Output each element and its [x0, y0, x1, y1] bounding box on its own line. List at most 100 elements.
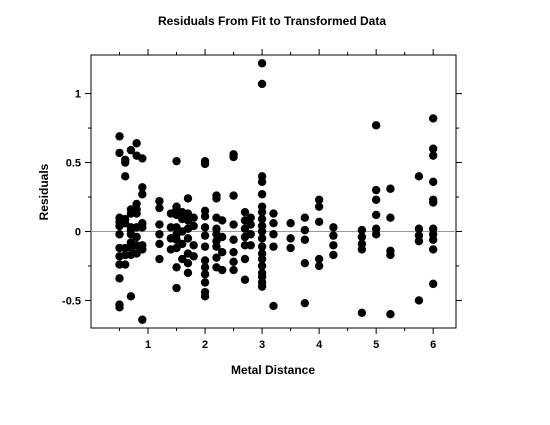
data-point: [200, 256, 210, 265]
data-point: [200, 292, 210, 301]
x-tick-label: 4: [316, 339, 323, 351]
data-point: [269, 219, 278, 228]
data-points: [115, 59, 438, 324]
chart-title: Residuals From Fit to Transformed Data: [158, 14, 386, 28]
data-point: [126, 145, 136, 155]
data-point: [257, 207, 267, 217]
data-point: [386, 310, 395, 319]
data-point: [414, 224, 424, 233]
data-point: [183, 194, 193, 203]
data-point: [155, 254, 164, 264]
data-point: [155, 230, 164, 239]
data-point: [300, 258, 310, 268]
data-point: [414, 172, 424, 181]
data-point: [200, 263, 210, 272]
data-point: [371, 210, 381, 220]
data-point: [189, 221, 198, 231]
data-point: [189, 241, 198, 250]
data-point: [428, 151, 438, 160]
data-point: [172, 283, 181, 293]
data-point: [200, 159, 210, 169]
data-point: [371, 195, 381, 204]
data-point: [240, 275, 250, 284]
data-point: [357, 225, 367, 235]
data-point: [132, 139, 141, 148]
y-axis-label: Residuals: [37, 163, 51, 220]
y-axis: -0.5 0 0.5 1: [62, 89, 462, 307]
data-point: [357, 232, 367, 242]
data-point: [178, 239, 187, 249]
data-point: [240, 207, 250, 217]
data-point: [121, 172, 130, 181]
data-point: [138, 223, 147, 232]
data-point: [257, 242, 267, 251]
data-point: [257, 234, 267, 243]
x-tick-label: 5: [373, 339, 379, 351]
data-point: [428, 177, 438, 187]
data-point: [246, 241, 255, 250]
data-point: [217, 216, 227, 225]
data-point: [428, 144, 438, 153]
data-point: [229, 257, 238, 267]
data-point: [371, 121, 381, 130]
data-point: [314, 195, 324, 204]
data-point: [138, 190, 147, 199]
data-point: [138, 315, 147, 324]
data-point: [246, 213, 255, 222]
data-point: [115, 303, 124, 312]
data-point: [286, 219, 295, 228]
data-point: [200, 278, 210, 287]
data-point: [200, 231, 210, 240]
data-point: [414, 296, 424, 305]
data-point: [386, 213, 395, 222]
data-point: [428, 198, 438, 207]
y-tick-label: 0.5: [66, 158, 81, 170]
data-point: [428, 245, 438, 254]
data-point: [183, 268, 193, 278]
data-point: [428, 279, 438, 289]
data-point: [269, 242, 278, 251]
y-tick-label: 1: [75, 89, 81, 101]
plot-frame: [90, 54, 457, 329]
data-point: [329, 250, 338, 260]
data-point: [229, 220, 238, 229]
data-point: [183, 258, 193, 268]
data-point: [115, 230, 124, 239]
data-point: [246, 220, 255, 229]
data-point: [257, 59, 267, 68]
data-point: [371, 230, 381, 239]
data-point: [269, 209, 278, 218]
data-point: [314, 217, 324, 227]
x-tick-label: 3: [259, 339, 265, 351]
data-point: [357, 308, 367, 318]
data-point: [229, 152, 238, 162]
data-point: [257, 190, 267, 199]
data-point: [138, 245, 147, 254]
data-point: [217, 265, 227, 275]
data-point: [428, 114, 438, 123]
data-point: [189, 252, 198, 261]
data-point: [229, 235, 238, 244]
y-tick-label: 0: [75, 226, 81, 238]
data-point: [138, 154, 147, 163]
data-point: [240, 254, 250, 264]
x-tick-label: 6: [430, 339, 436, 351]
data-point: [329, 241, 338, 250]
x-axis-label: Metal Distance: [231, 363, 315, 377]
data-point: [229, 247, 238, 257]
data-point: [212, 194, 221, 203]
data-point: [329, 231, 338, 240]
data-point: [257, 282, 267, 291]
data-point: [132, 232, 141, 242]
data-point: [257, 254, 267, 264]
data-point: [269, 230, 278, 239]
data-point: [257, 214, 267, 224]
data-point: [200, 223, 210, 232]
data-point: [212, 253, 221, 262]
data-point: [314, 202, 324, 211]
data-point: [115, 274, 124, 283]
data-point: [217, 232, 227, 242]
data-point: [126, 292, 136, 301]
